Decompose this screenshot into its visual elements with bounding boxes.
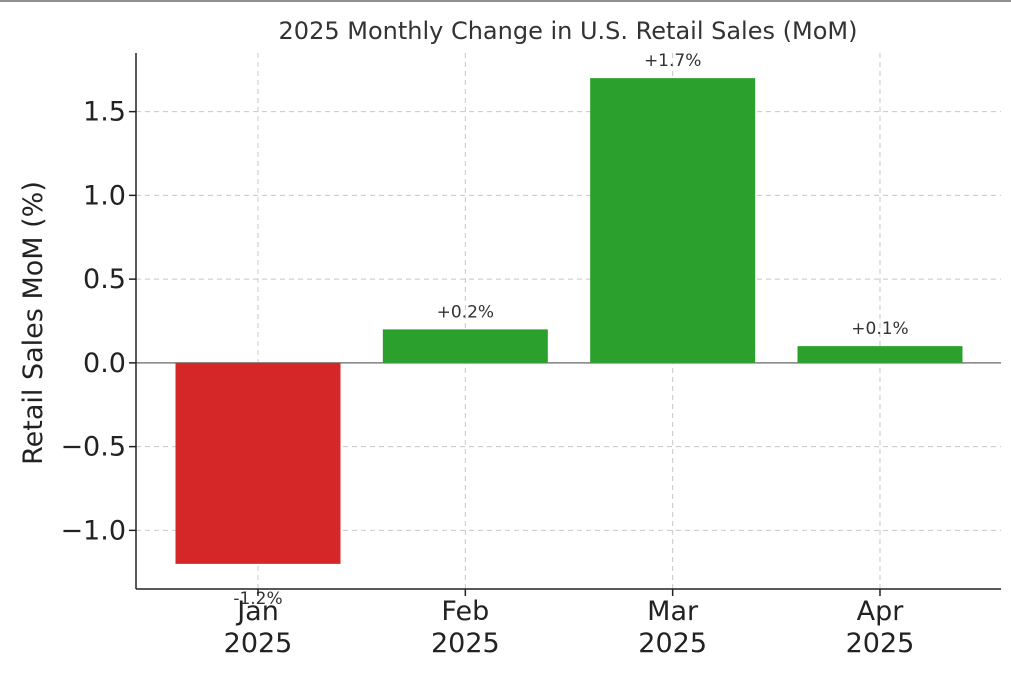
- x-tick-label-year: 2025: [431, 628, 500, 659]
- x-tick-label-year: 2025: [224, 628, 293, 659]
- data-label: -1.2%: [233, 589, 282, 609]
- x-tick-label-year: 2025: [846, 628, 915, 659]
- y-axis-label: Retail Sales MoM (%): [18, 181, 49, 465]
- y-tick-label: −0.5: [60, 432, 126, 463]
- y-tick-label: 0.0: [83, 348, 126, 379]
- bar-feb: [382, 329, 548, 363]
- x-tick-label-year: 2025: [638, 628, 707, 659]
- y-tick-label: 1.5: [83, 97, 126, 128]
- bars: [175, 78, 963, 564]
- y-tick-label: 1.0: [83, 180, 126, 211]
- bar-apr: [797, 346, 963, 363]
- x-tick-label-month: Feb: [441, 596, 489, 627]
- y-tick-label: −1.0: [60, 515, 126, 546]
- data-labels: -1.2% +0.2% +1.7% +0.1%: [233, 51, 908, 609]
- y-ticks: −1.0 −0.5 0.0 0.5 1.0 1.5: [60, 97, 136, 546]
- x-tick-label-month: Mar: [647, 596, 699, 627]
- bar-jan: [175, 362, 341, 564]
- chart-title: 2025 Monthly Change in U.S. Retail Sales…: [279, 17, 858, 45]
- x-tick-label-month: Apr: [857, 596, 905, 627]
- data-label: +0.2%: [437, 302, 494, 322]
- data-label: +0.1%: [851, 319, 908, 339]
- bar-mar: [590, 78, 756, 363]
- axes: [135, 53, 1001, 590]
- x-tick-label-month: Jan: [235, 596, 279, 627]
- y-tick-label: 0.5: [83, 264, 126, 295]
- data-label: +1.7%: [644, 51, 701, 71]
